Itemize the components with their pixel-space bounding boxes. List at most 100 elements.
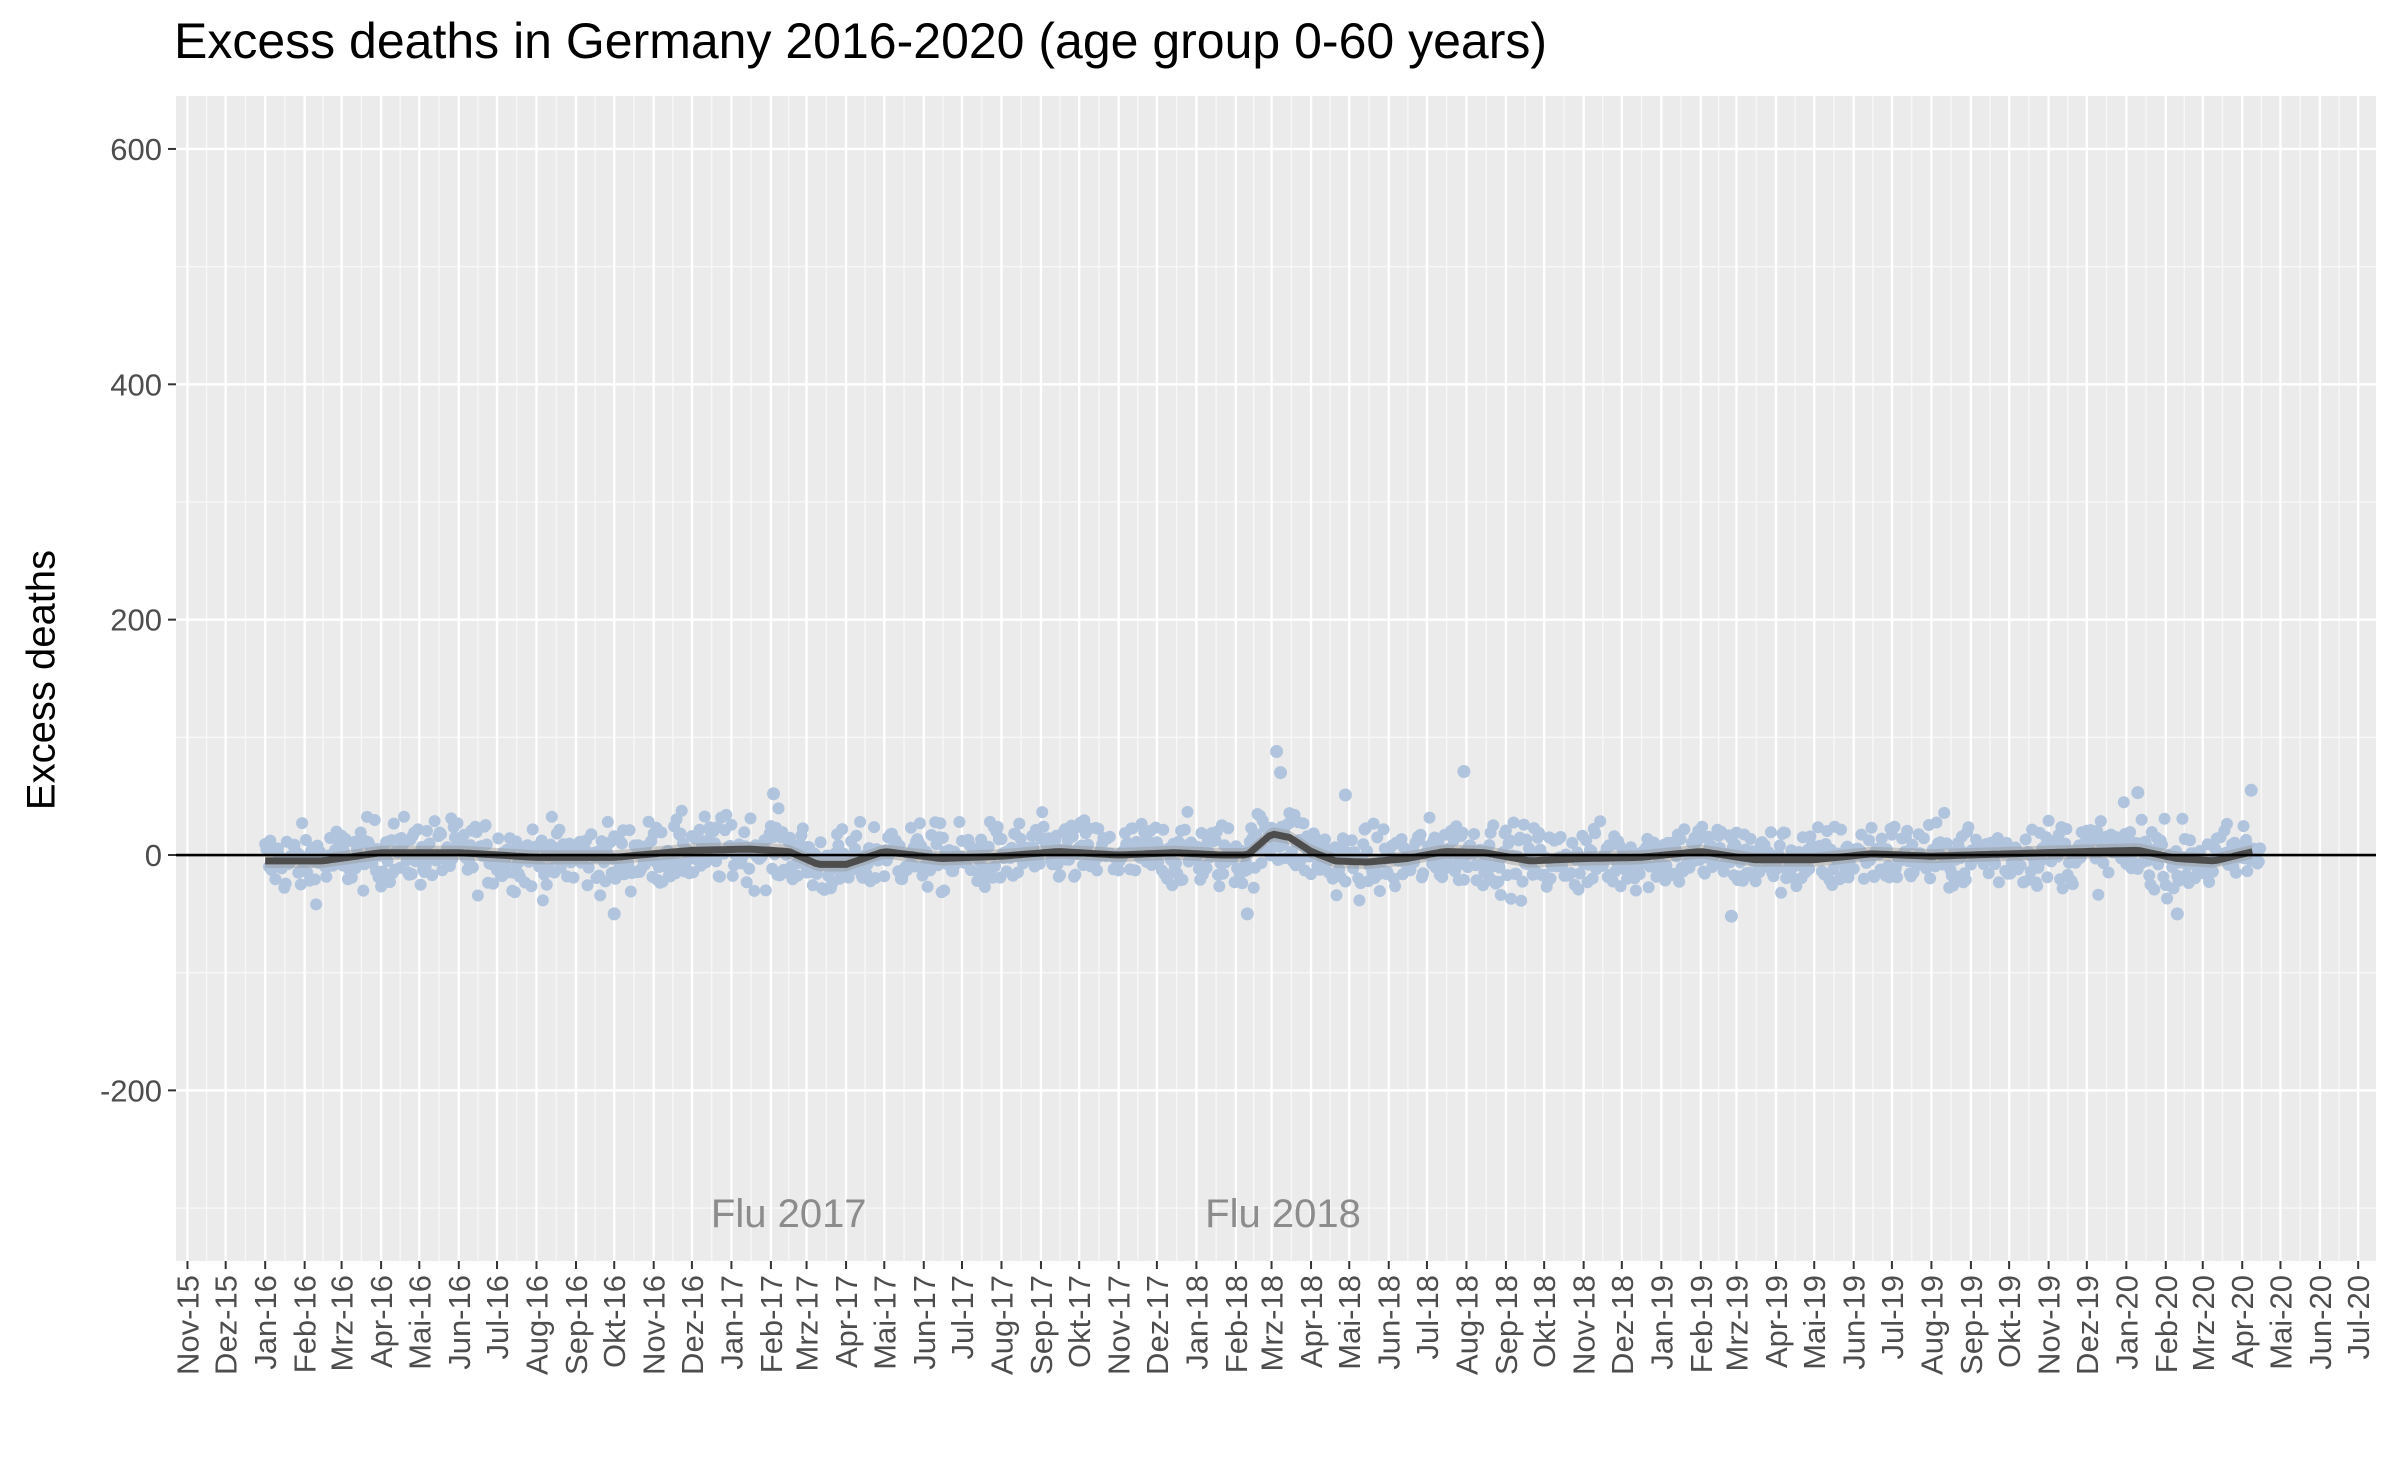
- data-point: [1371, 831, 1384, 844]
- data-point: [1633, 868, 1646, 880]
- data-point: [435, 828, 447, 841]
- data-point: [740, 876, 753, 889]
- data-point: [675, 804, 688, 817]
- data-point: [1157, 823, 1170, 836]
- data-point: [2042, 814, 2055, 827]
- data-point: [806, 879, 819, 892]
- x-tick-label: Dez-16: [675, 1275, 710, 1375]
- data-point: [1339, 875, 1352, 888]
- y-tick-label: -200: [100, 1073, 162, 1108]
- data-point: [1947, 879, 1960, 892]
- data-point: [487, 877, 500, 890]
- data-point: [400, 854, 413, 867]
- data-point: [426, 869, 439, 882]
- data-point: [1091, 864, 1103, 877]
- data-point: [526, 823, 539, 836]
- x-tick-label: Aug-16: [520, 1275, 555, 1375]
- data-point: [833, 872, 846, 885]
- data-point: [1112, 864, 1125, 877]
- data-point: [1493, 861, 1506, 874]
- data-point: [1051, 858, 1064, 871]
- data-point: [2158, 812, 2171, 825]
- x-tick-label: Apr-18: [1294, 1275, 1329, 1368]
- x-tick-label: Dez-15: [209, 1275, 244, 1375]
- x-tick-label: Aug-18: [1449, 1275, 1484, 1375]
- data-point: [525, 880, 538, 893]
- x-tick-label: Jul-19: [1875, 1275, 1910, 1359]
- data-point: [2143, 869, 2156, 882]
- annotations: Flu 2017 Flu 2018: [711, 1192, 1361, 1236]
- data-point-peak: [1270, 745, 1284, 758]
- x-tick-label: Okt-16: [597, 1275, 632, 1368]
- data-point: [294, 878, 307, 891]
- data-point: [905, 821, 917, 834]
- data-point: [1554, 831, 1567, 843]
- data-point: [1503, 834, 1516, 847]
- data-point: [398, 810, 410, 823]
- x-tick-label: Aug-17: [984, 1275, 1019, 1375]
- data-point: [414, 878, 427, 891]
- data-point: [2056, 882, 2069, 895]
- x-tick-label: Okt-18: [1527, 1275, 1562, 1368]
- data-point: [1305, 868, 1317, 881]
- data-point: [1092, 822, 1105, 835]
- x-tick-label: Okt-17: [1062, 1275, 1097, 1368]
- data-point: [1456, 826, 1469, 839]
- x-tick-label: Mai-20: [2263, 1275, 2298, 1370]
- data-point: [934, 817, 947, 830]
- x-tick-label: Jun-20: [2303, 1275, 2338, 1370]
- x-tick-label: Apr-20: [2225, 1275, 2260, 1368]
- data-point: [1414, 828, 1427, 841]
- data-point: [726, 869, 739, 882]
- data-point: [710, 855, 723, 868]
- data-point: [567, 871, 580, 884]
- x-tick-label: Jan-17: [714, 1275, 749, 1370]
- data-point: [624, 885, 637, 898]
- data-point: [978, 881, 991, 893]
- y-axis: -200 0 200 400 600: [100, 132, 176, 1108]
- data-point: [1764, 826, 1777, 839]
- data-point: [2117, 796, 2130, 809]
- x-tick-label: Sep-19: [1954, 1275, 1989, 1375]
- data-point: [1835, 823, 1847, 836]
- data-point: [585, 828, 598, 841]
- data-point: [1594, 815, 1607, 828]
- data-point: [869, 872, 882, 884]
- x-tick-label: Aug-19: [1914, 1275, 1949, 1375]
- data-point: [1330, 889, 1343, 902]
- data-point: [893, 839, 906, 852]
- x-tick-label: Okt-19: [1992, 1275, 2027, 1368]
- data-point: [1222, 822, 1235, 835]
- data-point: [609, 872, 622, 885]
- data-point: [1487, 819, 1500, 832]
- data-point: [1707, 857, 1720, 870]
- data-point: [674, 827, 687, 840]
- data-point: [989, 860, 1002, 873]
- data-point: [1585, 844, 1598, 857]
- data-point: [1377, 823, 1390, 836]
- x-tick-label: Feb-18: [1219, 1275, 1254, 1373]
- data-point: [982, 840, 995, 853]
- data-point: [748, 884, 761, 897]
- data-point: [412, 823, 424, 836]
- data-point: [1319, 833, 1331, 846]
- data-point: [1265, 821, 1278, 834]
- data-point: [2229, 866, 2242, 879]
- x-tick-label: Jun-16: [442, 1275, 477, 1370]
- data-point: [405, 868, 418, 880]
- data-point: [599, 875, 612, 888]
- data-point: [536, 894, 549, 907]
- data-point: [553, 823, 566, 836]
- data-point: [938, 884, 951, 897]
- data-point: [1294, 853, 1307, 866]
- data-point: [1477, 879, 1489, 892]
- data-point: [354, 826, 367, 839]
- data-point-peak: [2244, 783, 2258, 797]
- data-point: [2014, 859, 2027, 872]
- x-tick-label: Apr-19: [1759, 1275, 1794, 1368]
- data-point: [908, 860, 921, 873]
- data-point: [1516, 875, 1529, 888]
- data-point: [1367, 817, 1380, 830]
- data-point: [1507, 816, 1520, 829]
- data-point: [279, 877, 292, 890]
